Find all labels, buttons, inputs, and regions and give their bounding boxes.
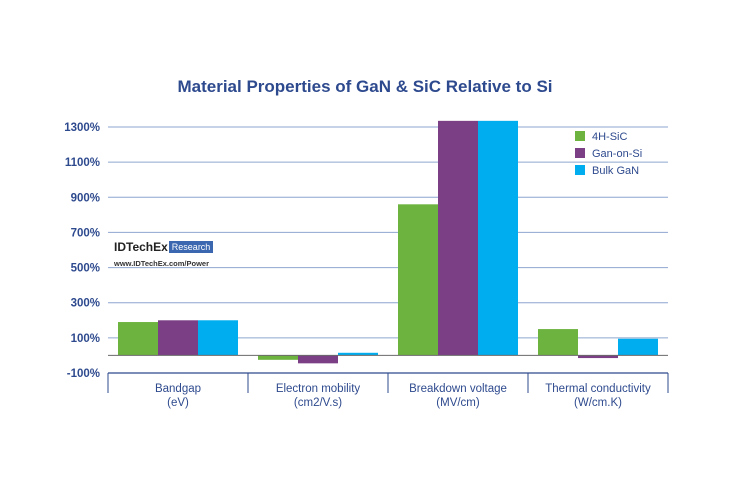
- y-tick-label: 100%: [71, 333, 100, 345]
- bar-gan-on-si: [158, 320, 198, 356]
- bar-gan-on-si: [298, 355, 338, 364]
- category-label: Breakdown voltage: [409, 383, 507, 395]
- legend-label: 4H-SiC: [592, 131, 628, 143]
- watermark-url: www.IDTechEx.com/Power: [114, 259, 210, 268]
- y-tick-label: 500%: [71, 263, 100, 275]
- bar-bulk-gan: [618, 338, 658, 356]
- legend-swatch: [575, 131, 585, 141]
- y-tick-label: 300%: [71, 298, 100, 310]
- legend-label: Bulk GaN: [592, 165, 639, 177]
- category-labels: Bandgap (eV) Electron mobility (cm2/V.s) Bre…: [155, 383, 651, 409]
- legend-swatch: [575, 148, 585, 158]
- legend-swatch: [575, 165, 585, 175]
- category-label: (W/cm.K): [574, 397, 622, 409]
- bar-gan-on-si: [578, 355, 618, 359]
- category-label: Thermal conductivity: [545, 383, 651, 395]
- chart-title: Material Properties of GaN & SiC Relativ…: [177, 77, 553, 96]
- category-label: (cm2/V.s): [294, 397, 342, 409]
- y-tick-label: 1300%: [64, 122, 100, 134]
- category-label: (MV/cm): [436, 397, 480, 409]
- y-tick-label: -100%: [67, 368, 100, 380]
- bar-4h-sic: [538, 329, 578, 356]
- bar-4h-sic: [258, 355, 298, 360]
- gridlines: [108, 126, 668, 339]
- bar-4h-sic: [118, 322, 158, 356]
- bar-bulk-gan: [198, 320, 238, 356]
- legend: 4H-SiC Gan-on-Si Bulk GaN: [575, 131, 642, 177]
- y-tick-labels: -100% 100% 300% 500% 700% 900% 1100% 1300%: [64, 122, 100, 380]
- legend-label: Gan-on-Si: [592, 148, 642, 160]
- y-tick-label: 700%: [71, 227, 100, 239]
- category-label: (eV): [167, 397, 189, 409]
- bar-bulk-gan: [338, 352, 378, 356]
- y-tick-label: 900%: [71, 192, 100, 204]
- bar-gan-on-si: [438, 120, 478, 356]
- watermark-tag: Research: [168, 240, 214, 253]
- bars: [118, 120, 658, 364]
- bar-bulk-gan: [478, 120, 518, 356]
- category-label: Electron mobility: [276, 383, 361, 395]
- x-axis: [107, 354, 669, 393]
- category-label: Bandgap: [155, 383, 201, 395]
- bar-4h-sic: [398, 204, 438, 356]
- watermark-brand: IDTechEx: [114, 239, 168, 254]
- y-tick-label: 1100%: [65, 157, 100, 169]
- watermark: IDTechEx Research www.IDTechEx.com/Power: [114, 238, 214, 268]
